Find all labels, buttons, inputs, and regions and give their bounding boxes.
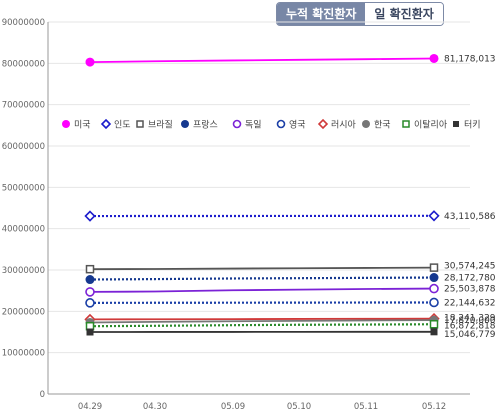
y-tick-label: 60000000 [2,142,45,152]
legend-label: 영국 [289,120,306,131]
legend-label: 브라질 [148,119,173,131]
x-tick-label: 05.10 [287,402,311,412]
data-point [62,120,70,128]
end-value-label: 30,574,245 [444,262,496,272]
y-tick-label: 80000000 [2,59,45,69]
data-point [85,264,95,274]
data-point [85,298,95,308]
legend-item: 한국 [362,120,391,131]
x-tick-label: 04.29 [78,402,102,412]
y-tick-label: 90000000 [2,18,45,28]
legend-label: 인도 [114,120,131,131]
series-이탈리아 [85,320,439,331]
data-point [429,273,439,283]
end-value-label: 22,144,632 [444,298,496,308]
data-point [402,120,410,128]
legend-item: 인도 [100,118,131,131]
y-tick-label: 20000000 [2,307,45,317]
data-point [429,263,439,272]
data-point [429,53,439,63]
legend-label: 미국 [74,120,91,131]
data-point [362,120,370,128]
y-axis: 0 10000000 20000000 30000000 40000000 5000000… [2,18,49,400]
end-value-label: 17,870,000 [444,316,496,326]
series-line [89,266,435,271]
legend: 미국 인도 브라질 프랑스 독일 영국 러시아 한국 이탈리아 터키 [62,119,481,131]
y-tick-label: 50000000 [2,183,45,193]
data-point [453,121,459,127]
end-labels: 81,178,013 43,110,586 30,574,245 28,172,780… [444,54,496,339]
data-point [85,275,95,285]
x-tick-label: 05.12 [422,402,446,412]
series-line [89,276,435,281]
end-value-label: 18,241,329 [444,314,496,324]
plot-area [84,53,440,336]
x-tick-label: 05.11 [354,402,378,412]
legend-label: 프랑스 [193,119,218,131]
end-value-label: 43,110,586 [444,212,496,222]
legend-label: 독일 [245,120,262,131]
series-line [89,57,435,63]
data-point [85,57,95,67]
legend-label: 이탈리아 [414,120,448,131]
tab-group: 누적 확진환자 일 확진환자 [276,2,444,26]
series-line [89,287,435,293]
data-point [430,328,438,336]
legend-label: 러시아 [331,120,357,131]
legend-label: 한국 [374,120,391,131]
data-point [428,210,440,222]
series-인도 [84,210,440,222]
series-line [89,323,435,328]
legend-item: 미국 [62,120,91,131]
end-value-label: 25,503,878 [444,285,496,295]
data-point [86,328,94,336]
legend-label: 터키 [464,120,481,131]
series-터키 [86,328,438,336]
data-point [85,287,95,297]
y-tick-label: 30000000 [2,266,45,276]
series-프랑스 [85,273,439,285]
series-영국 [85,297,439,308]
tab-daily-cases[interactable]: 일 확진환자 [365,3,443,25]
series-브라질 [85,263,439,274]
data-point [100,118,112,130]
data-point [276,119,286,129]
x-axis: 04.29 04.30 05.09 05.10 05.11 05.12 [78,402,446,412]
legend-item: 터키 [453,120,481,131]
legend-item: 영국 [276,119,306,131]
end-value-label: 15,046,779 [444,330,496,340]
legend-item: 프랑스 [181,119,218,131]
end-value-label: 81,178,013 [444,54,496,64]
data-point [181,120,189,128]
data-point [232,119,242,129]
end-value-label: 28,172,780 [444,274,496,284]
legend-item: 이탈리아 [402,120,448,131]
grid-lines [48,21,470,395]
end-value-label: 16,872,818 [444,321,496,331]
y-tick-label: 10000000 [2,349,45,359]
data-point [317,118,329,130]
data-point [429,320,439,329]
series-독일 [85,283,439,297]
y-tick-label: 0 [40,390,45,400]
data-point [429,283,439,294]
y-tick-label: 70000000 [2,101,45,111]
series-line [89,317,435,321]
tab-cumulative-cases[interactable]: 누적 확진환자 [277,3,366,25]
legend-item: 독일 [232,119,262,131]
data-point [84,210,96,222]
legend-item: 브라질 [136,119,173,131]
y-tick-label: 40000000 [2,225,45,235]
legend-item: 러시아 [317,118,357,131]
data-point [136,120,144,128]
x-tick-label: 04.30 [143,402,167,412]
data-point [429,297,439,308]
series-미국 [85,53,439,67]
x-tick-label: 05.09 [221,402,245,412]
series-line [89,319,435,324]
